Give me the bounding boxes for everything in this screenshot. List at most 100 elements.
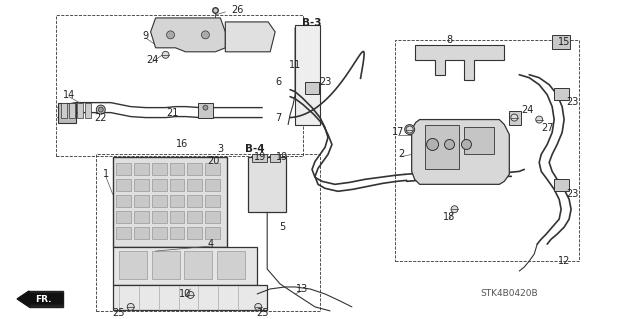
Text: 17: 17 xyxy=(392,127,404,137)
Bar xyxy=(56,15,303,156)
Text: 11: 11 xyxy=(289,60,301,70)
Ellipse shape xyxy=(404,124,415,135)
Text: 3: 3 xyxy=(218,145,223,154)
Text: 27: 27 xyxy=(541,122,554,132)
Bar xyxy=(205,227,220,239)
Bar xyxy=(552,35,570,49)
Bar xyxy=(188,227,202,239)
Bar xyxy=(184,251,212,279)
Text: 25: 25 xyxy=(113,308,125,318)
Text: 18: 18 xyxy=(444,212,456,222)
Bar xyxy=(85,103,91,118)
FancyArrow shape xyxy=(17,291,63,307)
Bar xyxy=(134,211,148,223)
Text: 21: 21 xyxy=(166,108,179,118)
Text: 6: 6 xyxy=(275,77,281,87)
Bar xyxy=(152,211,166,223)
Text: 4: 4 xyxy=(207,239,214,249)
Text: 12: 12 xyxy=(558,256,570,266)
Ellipse shape xyxy=(427,138,438,151)
Bar xyxy=(113,158,227,247)
Bar xyxy=(134,163,148,175)
Bar xyxy=(152,195,166,207)
Circle shape xyxy=(255,303,262,310)
Bar xyxy=(270,154,280,162)
Text: 5: 5 xyxy=(279,222,285,232)
Bar xyxy=(170,211,184,223)
Ellipse shape xyxy=(202,31,209,39)
Text: 7: 7 xyxy=(275,113,281,122)
Ellipse shape xyxy=(203,105,208,110)
Bar xyxy=(152,251,179,279)
Ellipse shape xyxy=(461,139,472,150)
Bar xyxy=(424,124,460,169)
Ellipse shape xyxy=(445,139,454,150)
Text: 15: 15 xyxy=(558,37,570,47)
Bar xyxy=(152,227,166,239)
Polygon shape xyxy=(415,45,504,80)
Text: 13: 13 xyxy=(296,284,308,294)
Bar xyxy=(58,103,76,122)
Bar xyxy=(113,247,257,285)
Text: 24: 24 xyxy=(147,55,159,65)
Bar xyxy=(170,179,184,191)
Text: 23: 23 xyxy=(566,189,579,199)
Bar xyxy=(170,227,184,239)
Bar xyxy=(509,111,521,124)
Polygon shape xyxy=(29,291,63,307)
Bar xyxy=(116,179,131,191)
Circle shape xyxy=(406,126,413,133)
Bar xyxy=(134,179,148,191)
Text: 23: 23 xyxy=(319,77,331,87)
Text: 2: 2 xyxy=(399,149,405,160)
Bar xyxy=(205,195,220,207)
Circle shape xyxy=(162,51,169,58)
Text: 23: 23 xyxy=(566,97,579,107)
Text: 16: 16 xyxy=(177,139,189,150)
Bar xyxy=(61,103,67,118)
Text: FR.: FR. xyxy=(35,295,51,304)
Bar xyxy=(116,211,131,223)
Bar xyxy=(198,103,213,118)
Ellipse shape xyxy=(99,107,103,112)
Circle shape xyxy=(127,303,134,310)
Text: STK4B0420B: STK4B0420B xyxy=(481,289,538,299)
Polygon shape xyxy=(150,18,225,52)
Text: 10: 10 xyxy=(179,289,191,299)
Bar xyxy=(96,154,320,311)
Bar xyxy=(134,227,148,239)
Text: B-3: B-3 xyxy=(302,18,322,28)
Text: B-4: B-4 xyxy=(245,145,265,154)
Bar xyxy=(188,195,202,207)
Bar xyxy=(395,40,579,261)
Bar xyxy=(554,88,569,100)
Bar xyxy=(119,251,147,279)
Bar xyxy=(248,158,286,212)
Circle shape xyxy=(187,292,194,298)
Bar xyxy=(188,211,202,223)
Bar xyxy=(305,82,319,94)
Bar xyxy=(218,251,245,279)
Bar xyxy=(152,163,166,175)
Circle shape xyxy=(511,114,518,121)
Text: 8: 8 xyxy=(447,35,452,45)
Bar xyxy=(188,179,202,191)
Bar xyxy=(170,195,184,207)
Polygon shape xyxy=(412,120,509,184)
Bar xyxy=(188,163,202,175)
Bar xyxy=(116,195,131,207)
Text: 26: 26 xyxy=(231,5,243,15)
Bar xyxy=(77,103,83,118)
Text: 1: 1 xyxy=(102,169,109,179)
Bar xyxy=(69,103,75,118)
Text: 20: 20 xyxy=(207,156,220,167)
Bar xyxy=(170,163,184,175)
Polygon shape xyxy=(225,22,275,52)
Bar xyxy=(134,195,148,207)
Bar xyxy=(113,285,267,310)
Bar xyxy=(295,25,320,124)
Ellipse shape xyxy=(96,105,105,114)
Text: 25: 25 xyxy=(256,308,268,318)
Circle shape xyxy=(451,206,458,213)
Bar xyxy=(205,163,220,175)
